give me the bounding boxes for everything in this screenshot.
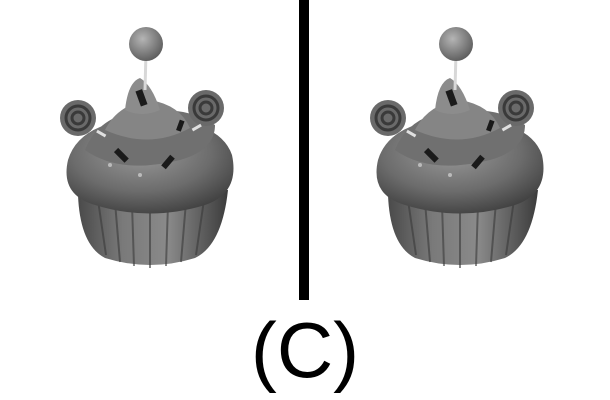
left-cupcake-image xyxy=(0,0,300,300)
right-cupcake-image xyxy=(310,0,610,300)
cupcake-illustration xyxy=(0,0,300,300)
figure-caption: (C) xyxy=(250,306,360,394)
cupcake-illustration xyxy=(310,0,610,300)
vertical-divider xyxy=(299,0,309,300)
